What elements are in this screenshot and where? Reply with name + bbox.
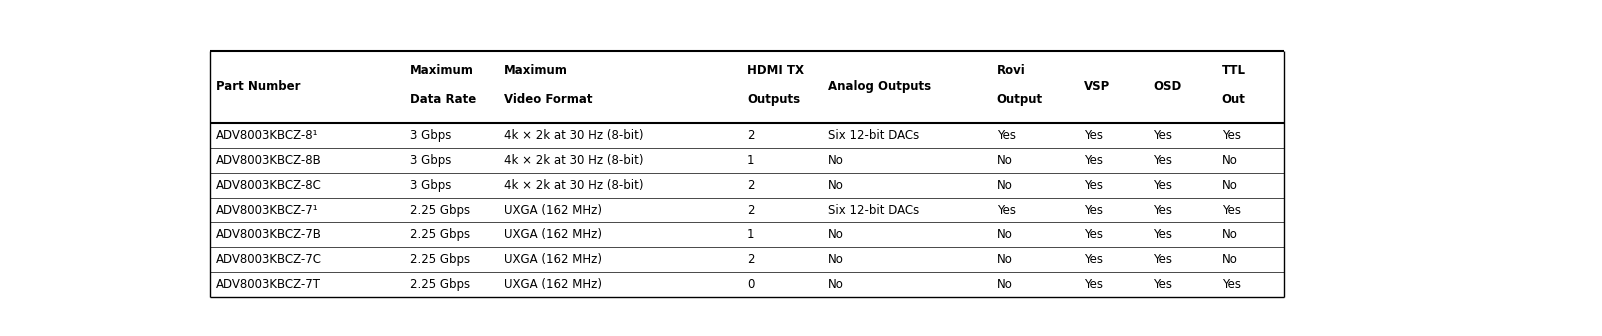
Text: No: No: [996, 179, 1012, 192]
Text: Out: Out: [1222, 93, 1245, 107]
Text: Yes: Yes: [1222, 204, 1240, 216]
Text: Yes: Yes: [1085, 129, 1104, 142]
Text: UXGA (162 MHz): UXGA (162 MHz): [503, 204, 602, 216]
Text: 4k × 2k at 30 Hz (8-bit): 4k × 2k at 30 Hz (8-bit): [503, 179, 642, 192]
Text: Yes: Yes: [1153, 228, 1173, 241]
Text: No: No: [996, 154, 1012, 167]
Text: 0: 0: [747, 278, 755, 291]
Text: No: No: [996, 278, 1012, 291]
Text: Yes: Yes: [996, 129, 1016, 142]
Text: TTL: TTL: [1222, 65, 1246, 78]
Text: ADV8003KBCZ-7B: ADV8003KBCZ-7B: [216, 228, 322, 241]
Text: 1: 1: [747, 228, 755, 241]
Text: 3 Gbps: 3 Gbps: [410, 129, 452, 142]
Text: Maximum: Maximum: [410, 65, 474, 78]
Text: No: No: [1222, 179, 1237, 192]
Text: ADV8003KBCZ-8B: ADV8003KBCZ-8B: [216, 154, 322, 167]
Text: 4k × 2k at 30 Hz (8-bit): 4k × 2k at 30 Hz (8-bit): [503, 129, 642, 142]
Text: No: No: [996, 228, 1012, 241]
Text: Yes: Yes: [1153, 129, 1173, 142]
Text: No: No: [1222, 228, 1237, 241]
Text: ADV8003KBCZ-8C: ADV8003KBCZ-8C: [216, 179, 322, 192]
Text: Yes: Yes: [1085, 179, 1104, 192]
Text: Outputs: Outputs: [747, 93, 801, 107]
Text: Analog Outputs: Analog Outputs: [828, 80, 931, 93]
Text: Yes: Yes: [996, 204, 1016, 216]
Text: UXGA (162 MHz): UXGA (162 MHz): [503, 253, 602, 266]
Text: 4k × 2k at 30 Hz (8-bit): 4k × 2k at 30 Hz (8-bit): [503, 154, 642, 167]
Text: 2: 2: [747, 179, 755, 192]
Text: Yes: Yes: [1153, 154, 1173, 167]
Text: No: No: [1222, 253, 1237, 266]
Text: Yes: Yes: [1085, 228, 1104, 241]
Text: Video Format: Video Format: [503, 93, 593, 107]
Text: 2.25 Gbps: 2.25 Gbps: [410, 204, 469, 216]
Text: No: No: [1222, 154, 1237, 167]
Text: Yes: Yes: [1153, 179, 1173, 192]
Text: HDMI TX: HDMI TX: [747, 65, 804, 78]
Text: Yes: Yes: [1085, 154, 1104, 167]
Text: No: No: [996, 253, 1012, 266]
Text: Yes: Yes: [1085, 204, 1104, 216]
Text: Yes: Yes: [1085, 253, 1104, 266]
Text: ADV8003KBCZ-8¹: ADV8003KBCZ-8¹: [216, 129, 319, 142]
Text: Output: Output: [996, 93, 1043, 107]
Text: 2.25 Gbps: 2.25 Gbps: [410, 228, 469, 241]
Text: 2.25 Gbps: 2.25 Gbps: [410, 253, 469, 266]
Text: 2.25 Gbps: 2.25 Gbps: [410, 278, 469, 291]
Text: Yes: Yes: [1222, 129, 1240, 142]
Text: No: No: [828, 253, 844, 266]
Text: Six 12-bit DACs: Six 12-bit DACs: [828, 129, 920, 142]
Text: 3 Gbps: 3 Gbps: [410, 154, 452, 167]
Text: 2: 2: [747, 253, 755, 266]
Text: 1: 1: [747, 154, 755, 167]
Text: Rovi: Rovi: [996, 65, 1025, 78]
Text: Part Number: Part Number: [216, 80, 301, 93]
Text: Maximum: Maximum: [503, 65, 567, 78]
Text: Data Rate: Data Rate: [410, 93, 476, 107]
Text: Six 12-bit DACs: Six 12-bit DACs: [828, 204, 920, 216]
Text: ADV8003KBCZ-7C: ADV8003KBCZ-7C: [216, 253, 322, 266]
Text: 2: 2: [747, 129, 755, 142]
Text: VSP: VSP: [1085, 80, 1110, 93]
Text: No: No: [828, 154, 844, 167]
Text: UXGA (162 MHz): UXGA (162 MHz): [503, 228, 602, 241]
Text: ADV8003KBCZ-7T: ADV8003KBCZ-7T: [216, 278, 322, 291]
Text: 2: 2: [747, 204, 755, 216]
Text: 3 Gbps: 3 Gbps: [410, 179, 452, 192]
Text: Yes: Yes: [1222, 278, 1240, 291]
Text: UXGA (162 MHz): UXGA (162 MHz): [503, 278, 602, 291]
Text: Yes: Yes: [1153, 278, 1173, 291]
Text: OSD: OSD: [1153, 80, 1181, 93]
Text: No: No: [828, 228, 844, 241]
Text: No: No: [828, 179, 844, 192]
Text: Yes: Yes: [1085, 278, 1104, 291]
Text: Yes: Yes: [1153, 253, 1173, 266]
Text: Yes: Yes: [1153, 204, 1173, 216]
Text: ADV8003KBCZ-7¹: ADV8003KBCZ-7¹: [216, 204, 319, 216]
Text: No: No: [828, 278, 844, 291]
